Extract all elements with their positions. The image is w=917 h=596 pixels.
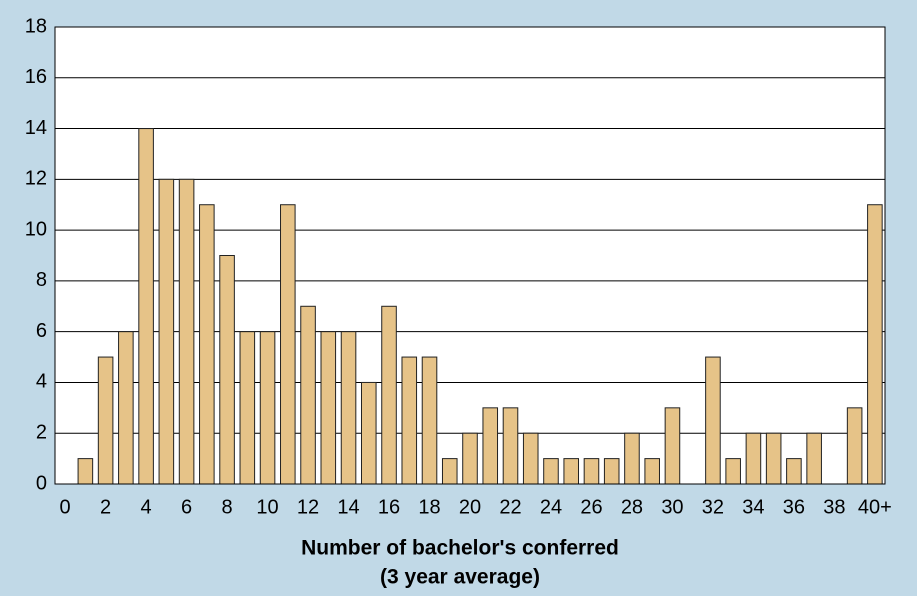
y-tick-label: 2 [36, 422, 47, 444]
x-tick-label: 2 [100, 496, 111, 518]
x-tick-label: 22 [499, 496, 521, 518]
x-tick-label: 24 [540, 496, 562, 518]
bar [522, 432, 539, 485]
x-tick-label: 26 [580, 496, 602, 518]
bar [745, 432, 762, 485]
y-tick-label: 0 [36, 472, 47, 494]
x-tick-label: 18 [418, 496, 440, 518]
bar [563, 458, 580, 485]
x-tick-label: 36 [783, 496, 805, 518]
bar [441, 458, 458, 485]
bar [664, 407, 681, 485]
bar [543, 458, 559, 485]
x-axis-title: Number of bachelor's conferred [301, 537, 619, 560]
bar [867, 204, 883, 485]
y-tick-label: 4 [36, 371, 47, 393]
x-tick-label: 30 [661, 496, 683, 518]
y-tick-label: 8 [36, 269, 47, 291]
bar [360, 381, 377, 485]
x-tick-label: 32 [702, 496, 724, 518]
bar [603, 458, 620, 485]
bar [462, 432, 478, 485]
y-tick-label: 18 [25, 15, 47, 37]
bar [239, 331, 256, 485]
bar [158, 178, 175, 485]
x-tick-label: 28 [621, 496, 643, 518]
bar [300, 305, 316, 485]
bar [806, 432, 822, 485]
x-tick-label: 10 [256, 496, 278, 518]
x-tick-label: 12 [297, 496, 319, 518]
x-tick-label: 34 [742, 496, 764, 518]
x-tick-label: 14 [337, 496, 359, 518]
bar [846, 407, 863, 485]
bar [482, 407, 499, 485]
bar [381, 305, 397, 485]
bar [138, 128, 154, 485]
bar [97, 356, 114, 485]
bar [340, 331, 357, 485]
plot-border [54, 26, 886, 485]
x-tick-label: 0 [60, 496, 71, 518]
bar [77, 458, 94, 485]
bar [118, 331, 134, 485]
x-tick-label: 8 [222, 496, 233, 518]
x-tick-label: 6 [181, 496, 192, 518]
x-axis-title: (3 year average) [380, 566, 540, 589]
bar [725, 458, 741, 485]
bar [280, 204, 296, 485]
bar [786, 458, 802, 485]
bar [199, 204, 215, 485]
bar [178, 178, 195, 485]
y-tick-label: 6 [36, 320, 47, 342]
bar [705, 356, 721, 485]
bar [421, 356, 438, 485]
bar [259, 331, 276, 485]
bar [765, 432, 782, 485]
bar [219, 255, 235, 485]
bar [320, 331, 337, 485]
y-tick-label: 12 [25, 168, 47, 190]
x-tick-label: 4 [141, 496, 152, 518]
y-tick-label: 14 [25, 117, 47, 139]
x-tick-label: 40+ [858, 496, 892, 518]
bar [401, 356, 418, 485]
y-tick-label: 10 [25, 218, 47, 240]
y-tick-label: 16 [25, 66, 47, 88]
bar [644, 458, 660, 485]
bar [502, 407, 519, 485]
bar [583, 458, 600, 485]
x-tick-label: 20 [459, 496, 481, 518]
bar [624, 432, 640, 485]
x-tick-label: 38 [823, 496, 845, 518]
x-tick-label: 16 [378, 496, 400, 518]
